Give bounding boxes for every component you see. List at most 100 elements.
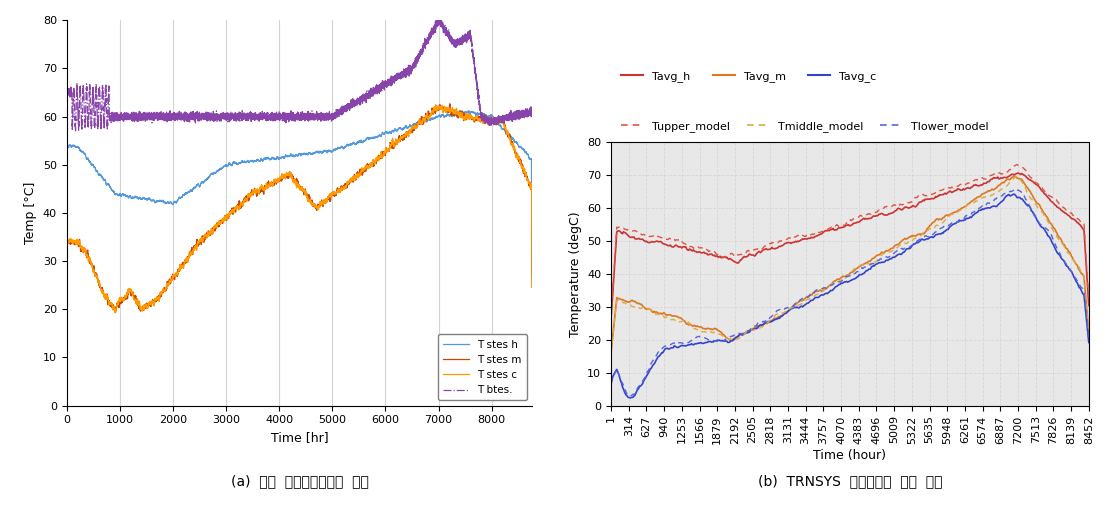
T stes m bbox=[198, 238, 211, 244]
Tmiddle_model bbox=[863, 261, 877, 267]
Tupper_model bbox=[604, 314, 618, 320]
Tlower_model bbox=[835, 278, 849, 284]
T stes c bbox=[510, 154, 523, 160]
Tavg_c bbox=[1008, 191, 1021, 197]
Tupper_model bbox=[1082, 298, 1095, 304]
Tavg_h bbox=[1011, 170, 1024, 176]
Tlower_model bbox=[604, 381, 618, 387]
Text: (b)  TRNSYS  시뮬레이터  운전  결과: (b) TRNSYS 시뮬레이터 운전 결과 bbox=[758, 475, 942, 489]
Tupper_model bbox=[863, 211, 877, 217]
Tupper_model bbox=[889, 202, 902, 208]
T btes. bbox=[510, 113, 523, 119]
Tavg_c bbox=[864, 266, 878, 272]
Tlower_model bbox=[1072, 281, 1085, 287]
Tavg_c bbox=[1072, 284, 1085, 291]
Tavg_c bbox=[623, 395, 637, 401]
T btes. bbox=[526, 111, 539, 117]
Line: Tavg_c: Tavg_c bbox=[611, 194, 1089, 398]
T stes h bbox=[198, 178, 211, 185]
Line: T stes h: T stes h bbox=[67, 111, 532, 277]
Tavg_h bbox=[831, 226, 844, 232]
T btes. bbox=[160, 116, 173, 122]
T stes m bbox=[187, 249, 200, 255]
T stes h bbox=[526, 274, 539, 280]
Tavg_c bbox=[997, 197, 1010, 203]
Line: Tmiddle_model: Tmiddle_model bbox=[611, 176, 1089, 353]
Tavg_h bbox=[995, 175, 1009, 181]
T stes h bbox=[187, 186, 200, 192]
Tavg_h bbox=[1082, 302, 1095, 308]
T btes. bbox=[432, 14, 446, 20]
X-axis label: Time (hour): Time (hour) bbox=[813, 449, 887, 462]
Y-axis label: Temperature (degC): Temperature (degC) bbox=[569, 211, 582, 337]
T stes c bbox=[213, 221, 227, 227]
T stes h bbox=[192, 183, 206, 189]
T btes. bbox=[60, 91, 73, 97]
Tavg_h bbox=[604, 316, 618, 322]
Tlower_model bbox=[890, 248, 903, 255]
T btes. bbox=[187, 115, 200, 121]
T stes h bbox=[453, 108, 467, 114]
Line: Tupper_model: Tupper_model bbox=[611, 165, 1089, 317]
Line: T btes.: T btes. bbox=[67, 17, 532, 131]
T stes c bbox=[429, 102, 442, 108]
T stes m bbox=[510, 151, 523, 157]
Tupper_model bbox=[995, 171, 1009, 177]
Tavg_h bbox=[1072, 220, 1085, 226]
Tmiddle_model bbox=[831, 279, 844, 285]
Text: (a)  선형  최적운전계획법  결과: (a) 선형 최적운전계획법 결과 bbox=[231, 475, 369, 489]
T stes c bbox=[192, 239, 206, 245]
Tavg_m bbox=[995, 179, 1009, 186]
T stes m bbox=[213, 218, 227, 224]
T stes m bbox=[526, 284, 539, 290]
Tavg_h bbox=[889, 208, 902, 214]
Tlower_model bbox=[997, 191, 1010, 197]
T btes. bbox=[69, 128, 82, 134]
T stes m bbox=[443, 101, 457, 107]
Tlower_model bbox=[622, 393, 635, 399]
Tmiddle_model bbox=[889, 246, 902, 252]
Tlower_model bbox=[1082, 337, 1095, 343]
Tavg_c bbox=[890, 253, 903, 259]
Tavg_c bbox=[1082, 340, 1095, 346]
Tupper_model bbox=[831, 223, 844, 229]
X-axis label: Time [hr]: Time [hr] bbox=[271, 431, 328, 444]
Tavg_m bbox=[1082, 330, 1095, 336]
Tavg_m bbox=[831, 276, 844, 282]
Legend: Tupper_model, Tmiddle_model, Tlower_model: Tupper_model, Tmiddle_model, Tlower_mode… bbox=[617, 117, 993, 137]
T stes h bbox=[213, 166, 227, 172]
Tupper_model bbox=[1010, 162, 1023, 168]
Tavg_c bbox=[832, 281, 845, 287]
Tavg_m bbox=[889, 242, 902, 248]
Tavg_h bbox=[863, 215, 877, 222]
T stes m bbox=[192, 240, 206, 246]
T stes m bbox=[60, 318, 73, 324]
T stes h bbox=[60, 267, 73, 273]
Y-axis label: Temp [°C]: Temp [°C] bbox=[24, 182, 38, 244]
T stes c bbox=[198, 233, 211, 239]
Tavg_c bbox=[604, 379, 618, 385]
Tupper_model bbox=[834, 223, 848, 229]
T stes h bbox=[510, 139, 523, 145]
T stes c bbox=[160, 283, 173, 289]
T stes c bbox=[60, 320, 73, 327]
Tavg_h bbox=[834, 225, 848, 231]
Tmiddle_model bbox=[995, 186, 1009, 192]
Line: T stes c: T stes c bbox=[67, 105, 532, 323]
Tavg_m bbox=[863, 258, 877, 264]
Tmiddle_model bbox=[1072, 263, 1085, 269]
Tlower_model bbox=[1008, 186, 1021, 192]
T btes. bbox=[213, 114, 227, 120]
T stes h bbox=[160, 200, 173, 206]
T stes c bbox=[526, 283, 539, 289]
Line: Tlower_model: Tlower_model bbox=[611, 189, 1089, 396]
Tavg_m bbox=[1072, 265, 1085, 271]
Tavg_c bbox=[835, 280, 849, 286]
Tmiddle_model bbox=[1082, 330, 1095, 336]
Legend: Tavg_h, Tavg_m, Tavg_c: Tavg_h, Tavg_m, Tavg_c bbox=[617, 66, 881, 86]
Tavg_m bbox=[604, 349, 618, 355]
Tavg_m bbox=[1009, 173, 1022, 179]
Tmiddle_model bbox=[604, 350, 618, 356]
T stes m bbox=[160, 287, 173, 294]
Line: Tavg_h: Tavg_h bbox=[611, 173, 1089, 319]
